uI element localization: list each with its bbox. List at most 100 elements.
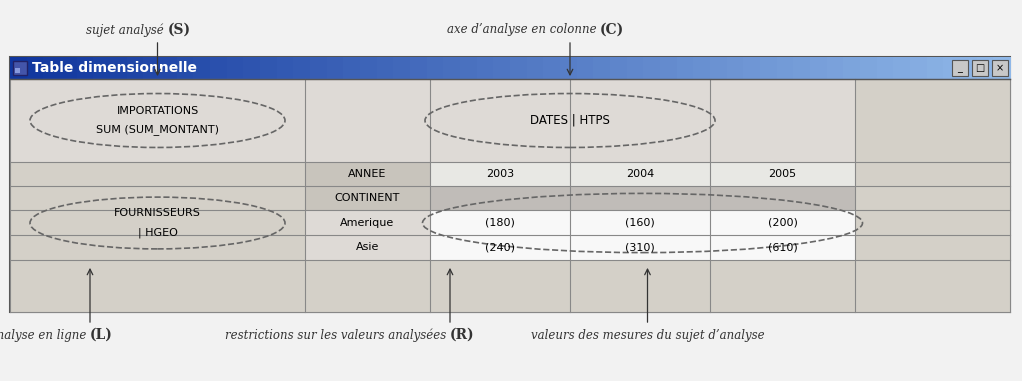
Text: Asie: Asie — [356, 242, 379, 253]
FancyBboxPatch shape — [227, 57, 244, 79]
FancyBboxPatch shape — [160, 57, 178, 79]
Text: ANNEE: ANNEE — [349, 169, 386, 179]
FancyBboxPatch shape — [570, 162, 710, 186]
FancyBboxPatch shape — [860, 57, 878, 79]
FancyBboxPatch shape — [810, 57, 828, 79]
Text: restrictions sur les valeurs analysées: restrictions sur les valeurs analysées — [225, 328, 450, 342]
FancyBboxPatch shape — [430, 235, 570, 260]
FancyBboxPatch shape — [343, 57, 361, 79]
Text: (S): (S) — [168, 23, 191, 37]
FancyBboxPatch shape — [710, 210, 855, 235]
FancyBboxPatch shape — [953, 60, 968, 76]
FancyBboxPatch shape — [910, 57, 928, 79]
FancyBboxPatch shape — [893, 57, 911, 79]
FancyBboxPatch shape — [643, 57, 661, 79]
FancyBboxPatch shape — [10, 57, 28, 79]
Text: (610): (610) — [768, 242, 797, 253]
FancyBboxPatch shape — [377, 57, 394, 79]
FancyBboxPatch shape — [560, 57, 577, 79]
FancyBboxPatch shape — [677, 57, 694, 79]
FancyBboxPatch shape — [972, 60, 988, 76]
FancyBboxPatch shape — [444, 57, 461, 79]
FancyBboxPatch shape — [576, 57, 595, 79]
Text: (C): (C) — [600, 23, 624, 37]
FancyBboxPatch shape — [430, 210, 570, 235]
FancyBboxPatch shape — [310, 57, 328, 79]
FancyBboxPatch shape — [327, 57, 344, 79]
FancyBboxPatch shape — [760, 57, 778, 79]
FancyBboxPatch shape — [877, 57, 894, 79]
FancyBboxPatch shape — [210, 57, 228, 79]
Text: valeurs des mesures du sujet d’analyse: valeurs des mesures du sujet d’analyse — [530, 328, 764, 341]
FancyBboxPatch shape — [77, 57, 94, 79]
FancyBboxPatch shape — [594, 57, 611, 79]
Text: □: □ — [975, 63, 984, 73]
FancyBboxPatch shape — [855, 235, 1010, 260]
FancyBboxPatch shape — [305, 186, 430, 210]
Text: 2005: 2005 — [769, 169, 796, 179]
FancyBboxPatch shape — [610, 57, 628, 79]
Text: (180): (180) — [485, 218, 515, 227]
FancyBboxPatch shape — [510, 57, 527, 79]
FancyBboxPatch shape — [305, 162, 430, 186]
FancyBboxPatch shape — [260, 57, 278, 79]
FancyBboxPatch shape — [360, 57, 378, 79]
Text: (200): (200) — [768, 218, 797, 227]
FancyBboxPatch shape — [660, 57, 678, 79]
FancyBboxPatch shape — [743, 57, 761, 79]
FancyBboxPatch shape — [855, 210, 1010, 235]
Text: (160): (160) — [625, 218, 655, 227]
FancyBboxPatch shape — [426, 57, 445, 79]
FancyBboxPatch shape — [243, 57, 261, 79]
Text: sujet analysé: sujet analysé — [86, 23, 168, 37]
Text: DATES | HTPS: DATES | HTPS — [530, 114, 610, 127]
FancyBboxPatch shape — [10, 79, 1010, 312]
FancyBboxPatch shape — [476, 57, 495, 79]
FancyBboxPatch shape — [460, 57, 477, 79]
FancyBboxPatch shape — [430, 186, 570, 210]
FancyBboxPatch shape — [15, 68, 20, 73]
FancyBboxPatch shape — [410, 57, 427, 79]
FancyBboxPatch shape — [305, 79, 430, 162]
FancyBboxPatch shape — [60, 57, 78, 79]
FancyBboxPatch shape — [855, 79, 1010, 162]
FancyBboxPatch shape — [693, 57, 711, 79]
FancyBboxPatch shape — [277, 57, 294, 79]
FancyBboxPatch shape — [993, 57, 1011, 79]
FancyBboxPatch shape — [855, 162, 1010, 186]
FancyBboxPatch shape — [110, 57, 128, 79]
Text: axe d’analyse en colonne: axe d’analyse en colonne — [447, 24, 600, 37]
FancyBboxPatch shape — [977, 57, 994, 79]
FancyBboxPatch shape — [393, 57, 411, 79]
FancyBboxPatch shape — [10, 79, 305, 162]
FancyBboxPatch shape — [10, 260, 1010, 312]
Text: IMPORTATIONS: IMPORTATIONS — [117, 107, 198, 117]
FancyBboxPatch shape — [544, 57, 561, 79]
FancyBboxPatch shape — [710, 235, 855, 260]
FancyBboxPatch shape — [777, 57, 794, 79]
FancyBboxPatch shape — [927, 57, 944, 79]
FancyBboxPatch shape — [827, 57, 844, 79]
FancyBboxPatch shape — [710, 57, 728, 79]
Text: FOURNISSEURS: FOURNISSEURS — [114, 208, 201, 218]
FancyBboxPatch shape — [293, 57, 311, 79]
FancyBboxPatch shape — [570, 210, 710, 235]
FancyBboxPatch shape — [177, 57, 194, 79]
Text: Amerique: Amerique — [340, 218, 394, 227]
FancyBboxPatch shape — [494, 57, 511, 79]
Text: 2004: 2004 — [625, 169, 654, 179]
FancyBboxPatch shape — [843, 57, 861, 79]
Text: (R): (R) — [450, 328, 474, 342]
FancyBboxPatch shape — [793, 57, 811, 79]
FancyBboxPatch shape — [727, 57, 744, 79]
Text: _: _ — [958, 63, 963, 73]
Text: ×: × — [995, 63, 1004, 73]
FancyBboxPatch shape — [710, 186, 855, 210]
FancyBboxPatch shape — [93, 57, 111, 79]
FancyBboxPatch shape — [430, 162, 570, 186]
FancyBboxPatch shape — [526, 57, 545, 79]
Text: SUM (SUM_MONTANT): SUM (SUM_MONTANT) — [96, 124, 219, 135]
FancyBboxPatch shape — [143, 57, 161, 79]
FancyBboxPatch shape — [960, 57, 978, 79]
FancyBboxPatch shape — [193, 57, 211, 79]
